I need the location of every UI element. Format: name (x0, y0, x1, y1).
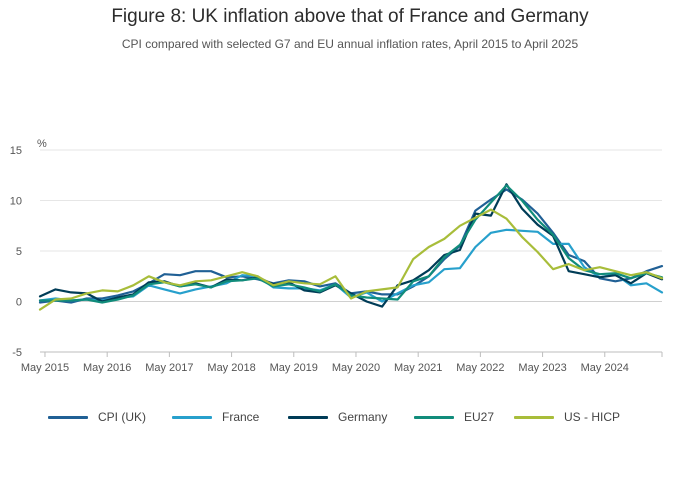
y-tick-label: 0 (16, 297, 22, 309)
y-tick-label: -5 (12, 347, 22, 359)
legend-item-us-hicp[interactable]: US - HICP (514, 408, 620, 426)
series-line-us-hicp (38, 208, 664, 311)
x-tick-label: May 2023 (518, 362, 566, 374)
x-tick-label: May 2024 (581, 362, 629, 374)
chart-title: Figure 8: UK inflation above that of Fra… (111, 6, 589, 27)
legend-label: Germany (338, 410, 388, 424)
legend-swatch (514, 415, 554, 419)
y-tick-label: 5 (16, 246, 22, 258)
series-lines (38, 183, 664, 311)
series-line-germany (38, 183, 664, 308)
x-tick-label: May 2019 (270, 362, 318, 374)
legend-label: EU27 (464, 410, 495, 424)
legend-item-france[interactable]: France (172, 408, 259, 426)
legend-label: CPI (UK) (98, 410, 146, 424)
legend-swatch (414, 415, 454, 419)
legend-item-eu27[interactable]: EU27 (414, 408, 494, 426)
x-tick-label: May 2017 (145, 362, 193, 374)
y-tick-label: 10 (10, 196, 22, 208)
x-tick-label: May 2020 (332, 362, 380, 374)
chart-subtitle: CPI compared with selected G7 and EU ann… (121, 37, 579, 51)
grid-lines (40, 149, 662, 353)
x-tick-label: May 2018 (207, 362, 255, 374)
y-axis: -5 0 5 10 15% (10, 138, 47, 359)
x-tick-label: May 2022 (456, 362, 504, 374)
y-tick-label: 15 (10, 145, 22, 157)
x-tick-label: May 2015 (21, 362, 69, 374)
legend-item-germany[interactable]: Germany (288, 408, 387, 426)
x-tick-label: May 2021 (394, 362, 442, 374)
legend-swatch (172, 415, 212, 419)
legend-label: France (222, 410, 260, 424)
legend-swatch (288, 415, 328, 419)
legend-swatch (48, 415, 88, 419)
legend-item-cpi-uk[interactable]: CPI (UK) (48, 408, 146, 426)
legend-label: US - HICP (564, 410, 621, 424)
x-tick-label: May 2016 (83, 362, 131, 374)
series-line-eu27 (38, 184, 664, 304)
x-axis: May 2015 May 2016 May 2017 May 2018 May 2019… (21, 351, 663, 374)
y-axis-label: % (37, 138, 47, 150)
